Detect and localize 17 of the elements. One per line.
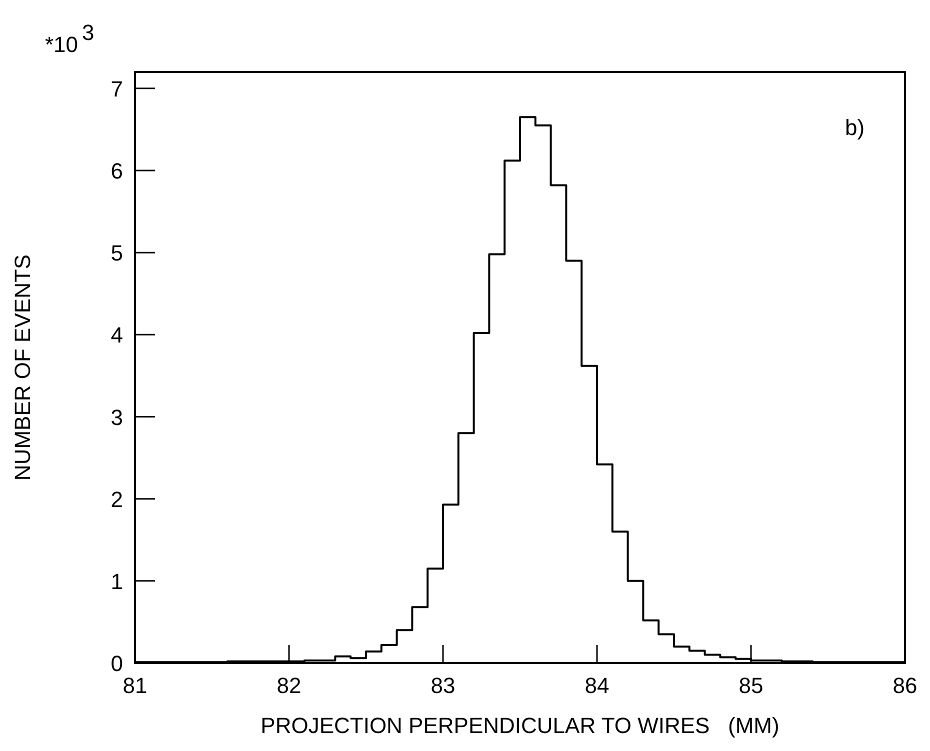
x-tick-label: 82 <box>276 673 302 698</box>
y-tick-label: 3 <box>110 404 123 430</box>
y-tick-label: 2 <box>110 486 123 512</box>
y-tick-label: 5 <box>110 240 123 266</box>
y-tick-label: 4 <box>110 322 123 348</box>
x-tick-label: 85 <box>738 673 764 698</box>
y-tick-label: 1 <box>110 568 123 594</box>
x-tick-label: 86 <box>892 673 918 698</box>
y-axis-title: NUMBER OF EVENTS <box>10 254 35 481</box>
y-tick-label: 6 <box>110 158 123 184</box>
x-tick-label: 84 <box>584 673 610 698</box>
annotation: b) <box>845 115 865 140</box>
x-axis-title: PROJECTION PERPENDICULAR TO WIRES (MM) <box>260 713 780 738</box>
y-tick-label: 7 <box>110 76 123 102</box>
x-tick-label: 81 <box>122 673 148 698</box>
x-tick-label: 83 <box>430 673 456 698</box>
y-tick-label: 0 <box>110 651 123 676</box>
